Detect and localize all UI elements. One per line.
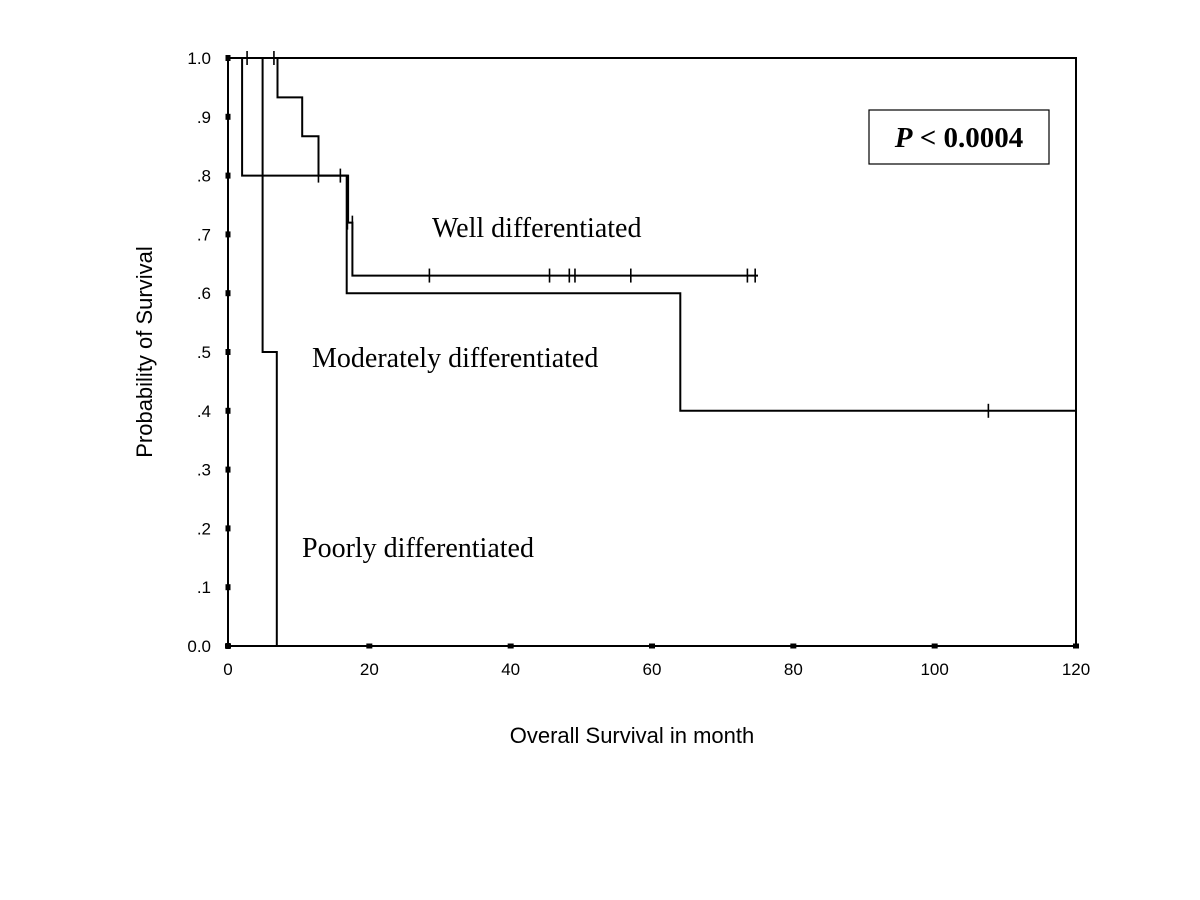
label-poorly-differentiated: Poorly differentiated: [302, 533, 534, 564]
label-moderately-differentiated: Moderately differentiated: [312, 343, 598, 374]
x-tick-label: 80: [784, 660, 803, 679]
x-axis: 0 20 40 60 80 100 120: [223, 643, 1090, 679]
curve-moderately-differentiated: [228, 57, 1076, 412]
x-tick-label: 120: [1062, 660, 1090, 679]
x-tick-label: 20: [360, 660, 379, 679]
p-value-box: P < 0.0004: [868, 109, 1050, 165]
x-tick-label: 40: [501, 660, 520, 679]
x-tick-label: 60: [643, 660, 662, 679]
p-value-symbol: P: [894, 122, 913, 154]
y-tick-label: .8: [197, 167, 211, 186]
y-tick-label: .7: [197, 225, 211, 244]
y-tick-label: .4: [197, 402, 211, 421]
y-tick-label: .3: [197, 461, 211, 480]
y-tick-label: 0.0: [187, 637, 211, 656]
p-value-frame: [868, 109, 1050, 165]
y-axis-title: Probability of Survival: [132, 246, 157, 458]
y-tick-label: .5: [197, 343, 211, 362]
y-tick-label: .1: [197, 578, 211, 597]
y-tick-label: 1.0: [187, 49, 211, 68]
x-tick-label: 0: [223, 660, 232, 679]
survival-curves: [228, 51, 1076, 646]
plot-area: 0 20 40 60 80 100 120 0.0 .1 .2 .3 .4 .5 .6 .7 .8 .9 1.0: [187, 49, 1090, 679]
x-tick-label: 100: [920, 660, 948, 679]
p-value-text: P < 0.0004: [894, 122, 1024, 154]
curve-well-differentiated: [228, 57, 758, 277]
y-tick-label: .9: [197, 108, 211, 127]
y-axis: 0.0 .1 .2 .3 .4 .5 .6 .7 .8 .9 1.0: [187, 49, 231, 656]
p-value-number: < 0.0004: [912, 122, 1023, 154]
y-tick-label: .2: [197, 519, 211, 538]
label-well-differentiated: Well differentiated: [432, 213, 641, 244]
x-axis-title: Overall Survival in month: [510, 723, 755, 748]
y-tick-label: .6: [197, 284, 211, 303]
curve-poorly-differentiated: [228, 57, 278, 646]
